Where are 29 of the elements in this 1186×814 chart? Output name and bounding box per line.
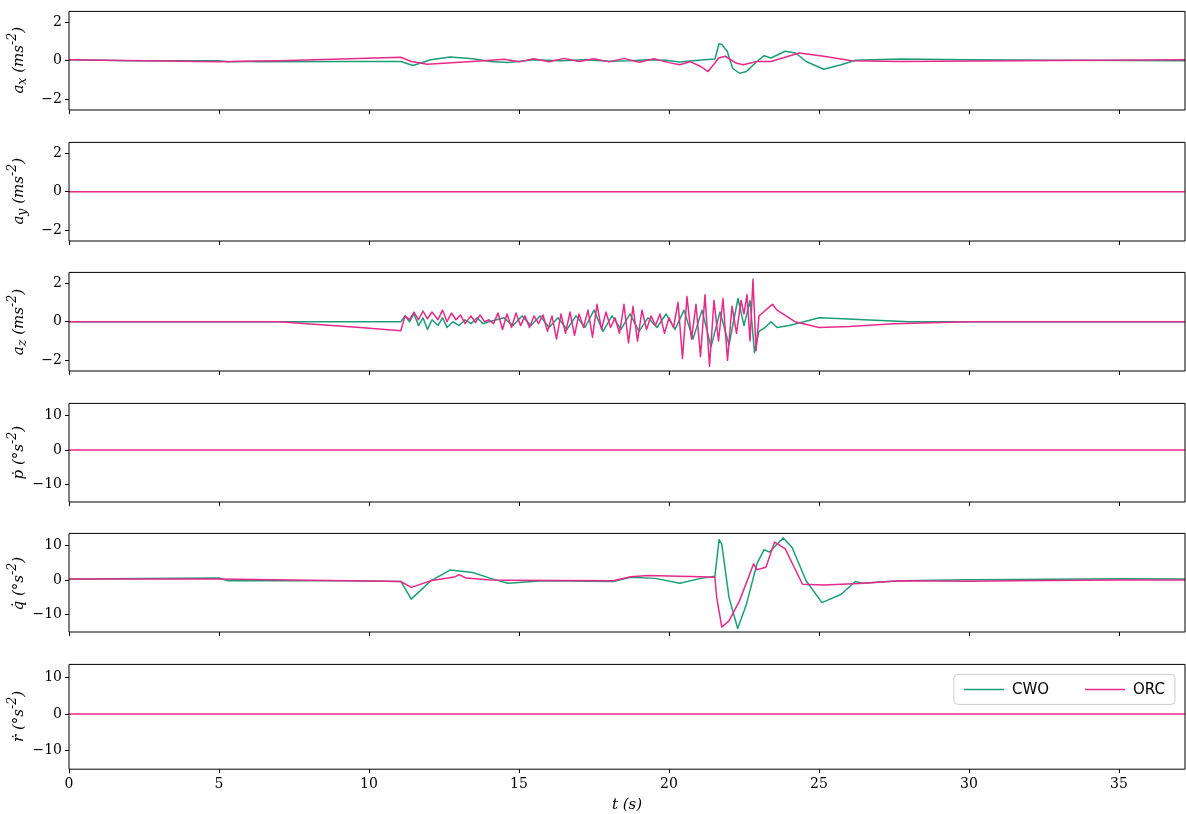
x-tick-label: 5 (214, 775, 224, 792)
y-tick-label: 10 (44, 405, 62, 422)
x-tick-label: 0 (64, 775, 74, 792)
x-tick-label: 20 (660, 775, 678, 792)
x-tick-label: 25 (810, 775, 828, 792)
y-tick-label: −10 (32, 475, 62, 492)
y-tick-label: 2 (53, 273, 62, 290)
x-tick-label: 10 (360, 775, 378, 792)
y-tick-label: −2 (41, 90, 62, 107)
y-tick-label: 2 (53, 12, 62, 29)
x-axis-title: t (s) (611, 794, 643, 813)
y-tick-label: −2 (41, 220, 62, 237)
y-tick-label: 0 (53, 704, 62, 721)
x-tick-label: 15 (510, 775, 528, 792)
y-tick-label: −2 (41, 351, 62, 368)
y-tick-label: 2 (53, 143, 62, 160)
y-tick-label: 0 (53, 51, 62, 68)
x-tick-label: 30 (960, 775, 978, 792)
y-tick-label: −10 (32, 741, 62, 758)
y-tick-label: 0 (53, 440, 62, 457)
legend-label: CWO (1011, 680, 1050, 699)
y-tick-label: 10 (44, 667, 62, 684)
legend-label: ORC (1133, 680, 1166, 699)
y-tick-label: 10 (44, 536, 62, 553)
y-tick-label: −10 (32, 605, 62, 622)
y-tick-label: 0 (53, 312, 62, 329)
y-tick-label: 0 (53, 181, 62, 198)
x-tick-label: 35 (1110, 775, 1128, 792)
y-tick-label: 0 (53, 571, 62, 588)
